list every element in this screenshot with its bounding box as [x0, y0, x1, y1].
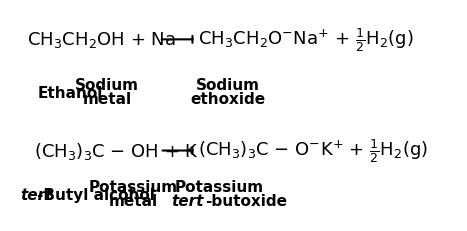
Text: Potassium: Potassium: [175, 179, 264, 194]
Text: metal: metal: [108, 194, 157, 209]
Text: Potassium: Potassium: [88, 179, 177, 194]
Text: (CH$_3$)$_3$C $-$ O$^{-}$K$^{+}$ + $\frac{1}{2}$H$_2$(g): (CH$_3$)$_3$C $-$ O$^{-}$K$^{+}$ + $\fra…: [198, 137, 428, 165]
Text: Sodium: Sodium: [196, 77, 260, 92]
Text: CH$_3$CH$_2$OH + Na: CH$_3$CH$_2$OH + Na: [27, 30, 176, 50]
Text: CH$_3$CH$_2$O$^{-}$Na$^{+}$ + $\frac{1}{2}$H$_2$(g): CH$_3$CH$_2$O$^{-}$Na$^{+}$ + $\frac{1}{…: [198, 26, 413, 54]
Text: -butoxide: -butoxide: [205, 194, 287, 209]
Text: metal: metal: [83, 92, 132, 106]
Text: tert: tert: [21, 187, 53, 202]
Text: -Butyl alcohol: -Butyl alcohol: [37, 187, 155, 202]
Text: (CH$_3$)$_3$C $-$ OH + K: (CH$_3$)$_3$C $-$ OH + K: [34, 140, 198, 161]
Text: tert: tert: [171, 194, 203, 209]
Text: Ethanol: Ethanol: [38, 85, 103, 100]
Text: ethoxide: ethoxide: [191, 92, 265, 106]
Text: Sodium: Sodium: [75, 77, 139, 92]
